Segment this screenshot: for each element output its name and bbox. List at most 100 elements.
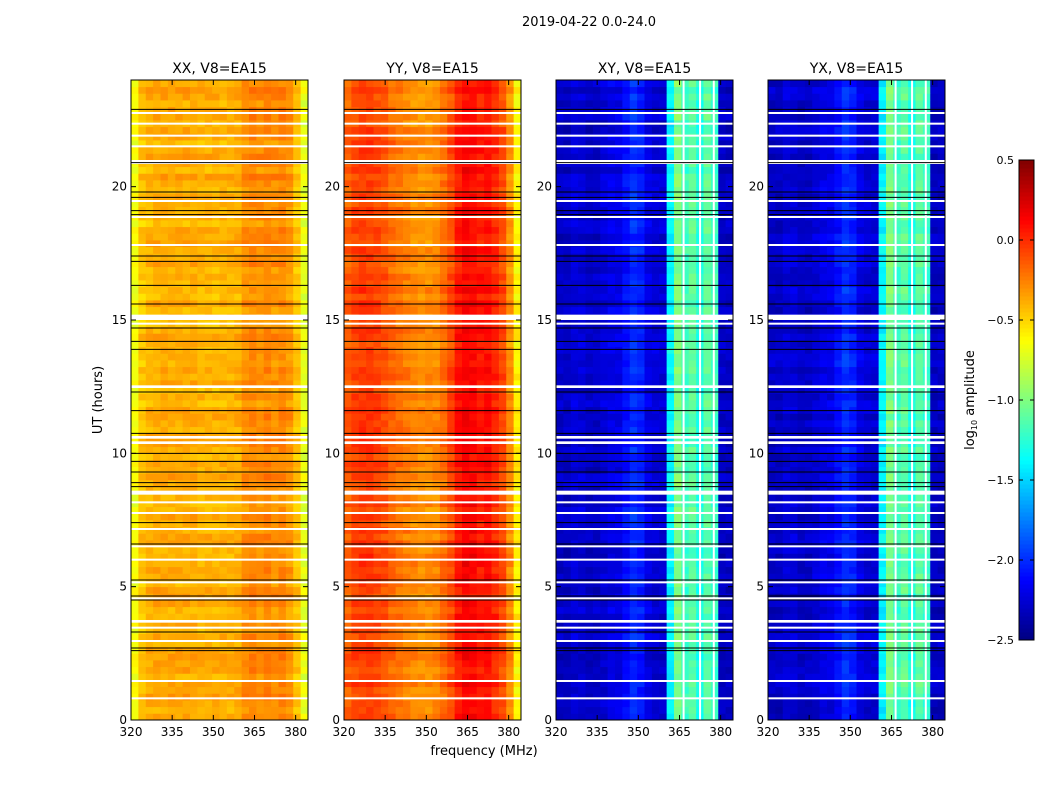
heatmap-cell	[403, 366, 411, 374]
heatmap-cell	[403, 480, 411, 488]
heatmap-cell	[417, 393, 426, 401]
heatmap-cell	[476, 86, 485, 94]
heatmap-cell	[403, 533, 411, 541]
heatmap-cell	[725, 706, 734, 714]
heatmap-cell	[263, 220, 272, 228]
heatmap-cell	[476, 560, 485, 568]
heatmap-cell	[447, 453, 456, 461]
heatmap-cell	[373, 286, 382, 294]
heatmap-cell	[358, 533, 367, 541]
heatmap-cell	[344, 520, 352, 528]
heatmap-cell	[491, 353, 500, 361]
heatmap-cell	[637, 686, 645, 694]
heatmap-cell	[506, 460, 515, 468]
heatmap-cell	[513, 633, 522, 641]
heatmap-cell	[344, 453, 352, 461]
heatmap-cell	[439, 500, 448, 508]
heatmap-cell	[366, 286, 374, 294]
flagged-time-row	[344, 512, 521, 514]
heatmap-cell	[263, 653, 272, 661]
heatmap-cell	[351, 420, 360, 428]
heatmap-cell	[278, 613, 287, 621]
heatmap-cell	[175, 306, 184, 314]
heatmap-cell	[439, 613, 448, 621]
heatmap-cell	[666, 713, 675, 721]
heatmap-cell	[160, 226, 169, 234]
heatmap-cell	[197, 186, 206, 194]
heatmap-cell	[278, 260, 287, 268]
heatmap-cell	[491, 633, 500, 641]
heatmap-cell	[447, 446, 456, 454]
heatmap-cell	[439, 266, 448, 274]
heatmap-cell	[439, 400, 448, 408]
heatmap-cell	[167, 473, 176, 481]
heatmap-cell	[351, 453, 360, 461]
heatmap-cell	[439, 620, 448, 628]
heatmap-cell	[138, 200, 147, 208]
heatmap-cell	[175, 140, 184, 148]
heatmap-cell	[674, 680, 682, 688]
heatmap-cell	[153, 666, 161, 674]
heatmap-cell	[278, 246, 287, 254]
heatmap-cell	[417, 693, 426, 701]
heatmap-cell	[219, 180, 228, 188]
heatmap-cell	[380, 153, 389, 161]
heatmap-cell	[167, 686, 176, 694]
heatmap-cell	[167, 606, 176, 614]
heatmap-cell	[138, 553, 147, 561]
heatmap-cell	[153, 140, 161, 148]
heatmap-cell	[513, 393, 522, 401]
heatmap-cell	[425, 526, 433, 534]
heatmap-cell	[484, 426, 492, 434]
heatmap-cell	[219, 253, 228, 261]
heatmap-cell	[506, 373, 515, 381]
heatmap-cell	[498, 246, 507, 254]
heatmap-cell	[278, 693, 287, 701]
heatmap-cell	[226, 273, 235, 281]
heatmap-cell	[425, 246, 433, 254]
heatmap-cell	[351, 286, 360, 294]
heatmap-cell	[278, 166, 287, 174]
heatmap-cell	[249, 520, 257, 528]
heatmap-cell	[351, 260, 360, 268]
heatmap-cell	[366, 513, 374, 521]
heatmap-cell	[153, 280, 161, 288]
heatmap-cell	[190, 500, 198, 508]
heatmap-cell	[175, 613, 184, 621]
heatmap-cell	[219, 446, 228, 454]
heatmap-cell	[153, 513, 161, 521]
heatmap-cell	[285, 366, 294, 374]
heatmap-cell	[234, 593, 243, 601]
y-tick-label: 5	[332, 580, 340, 594]
heatmap-cell	[167, 553, 176, 561]
heatmap-cell	[145, 393, 154, 401]
heatmap-cell	[417, 606, 426, 614]
heatmap-cell	[241, 426, 250, 434]
heatmap-cell	[432, 286, 441, 294]
heatmap-cell	[241, 680, 250, 688]
heatmap-cell	[197, 420, 206, 428]
heatmap-cell	[204, 286, 213, 294]
heatmap-cell	[263, 620, 272, 628]
heatmap-cell	[153, 633, 161, 641]
heatmap-cell	[204, 233, 213, 241]
heatmap-cell	[241, 666, 250, 674]
heatmap-cell	[190, 693, 198, 701]
heatmap-cell	[351, 600, 360, 608]
heatmap-cell	[592, 680, 601, 688]
heatmap-cell	[249, 286, 257, 294]
heatmap-cell	[454, 220, 463, 228]
heatmap-cell	[358, 260, 367, 268]
heatmap-cell	[388, 566, 397, 574]
heatmap-cell	[271, 133, 279, 141]
heatmap-cell	[491, 580, 500, 588]
heatmap-cell	[285, 80, 294, 88]
heatmap-cell	[234, 373, 243, 381]
heatmap-cell	[241, 280, 250, 288]
heatmap-cell	[607, 666, 616, 674]
heatmap-cell	[249, 700, 257, 708]
heatmap-cell	[484, 86, 492, 94]
heatmap-cell	[366, 493, 374, 501]
heatmap-cell	[484, 513, 492, 521]
heatmap-cell	[167, 93, 176, 101]
